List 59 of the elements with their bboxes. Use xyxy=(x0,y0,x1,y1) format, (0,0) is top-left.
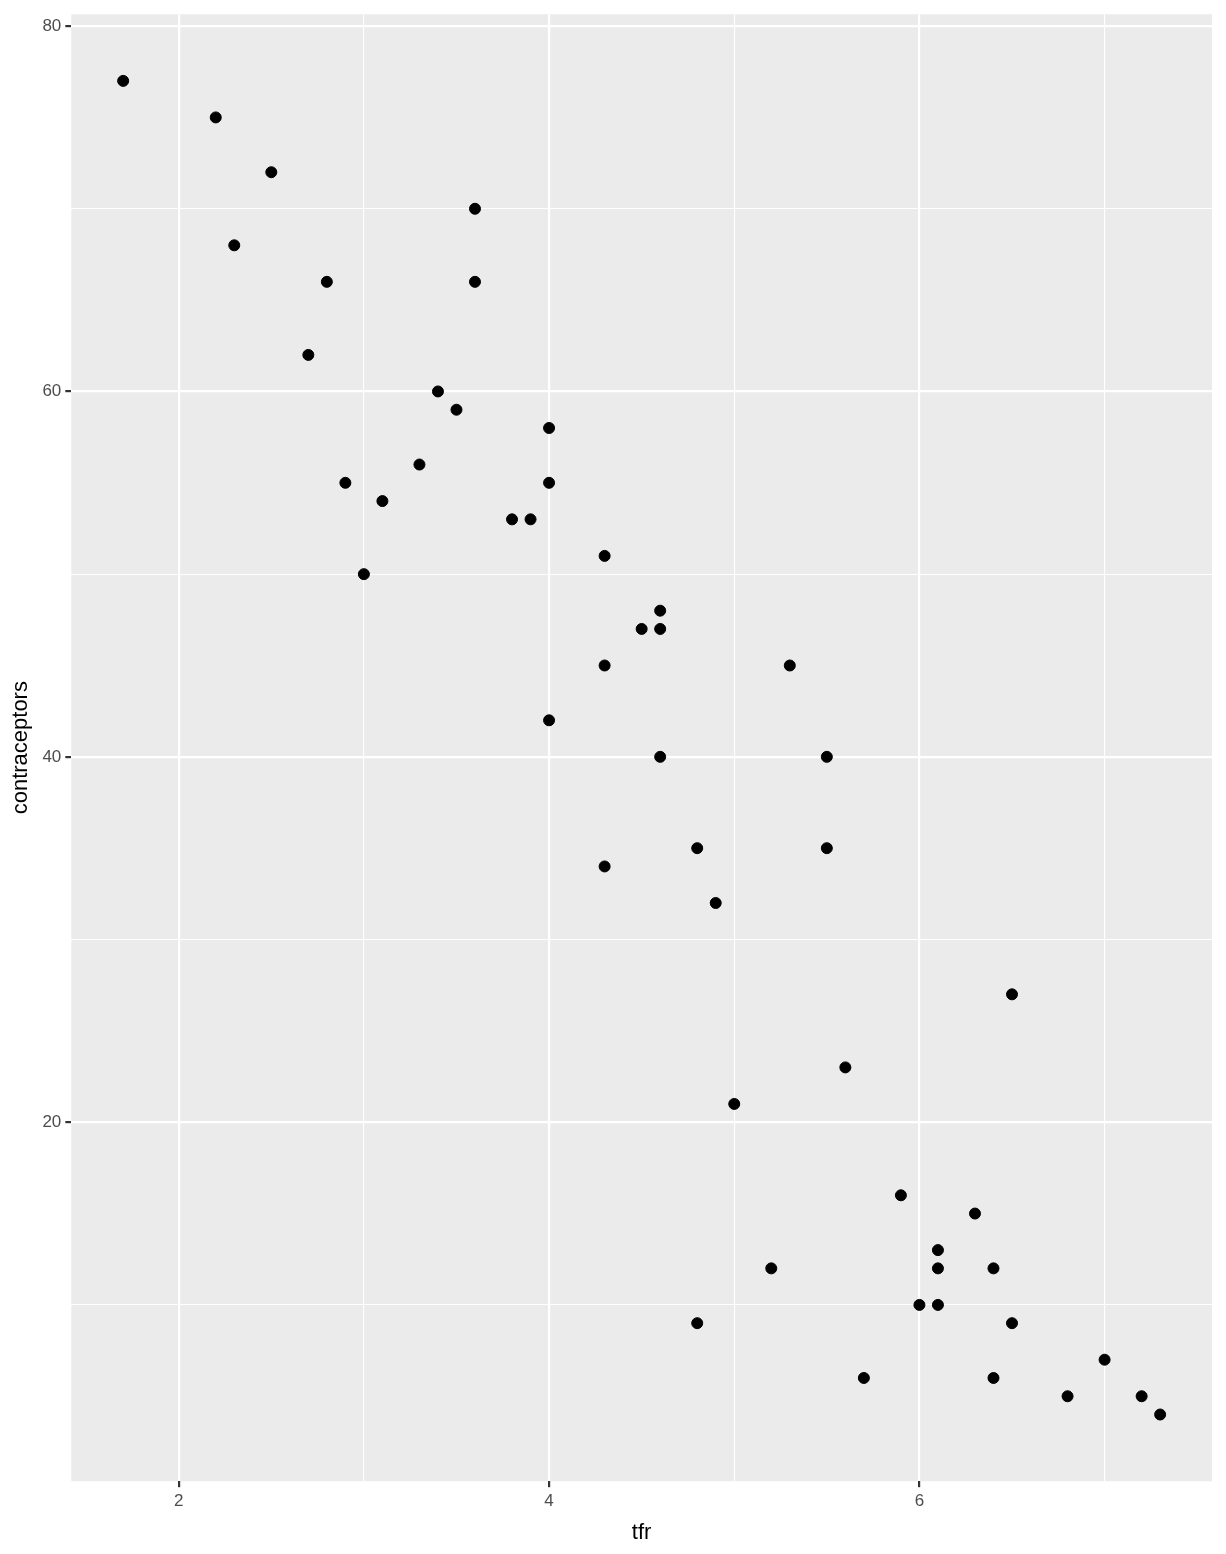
y-axis-title: contraceptors xyxy=(7,681,33,815)
point xyxy=(357,568,370,581)
point xyxy=(265,166,278,179)
point xyxy=(469,275,481,288)
point xyxy=(894,1189,907,1202)
point xyxy=(839,1061,852,1074)
point xyxy=(654,750,667,763)
point xyxy=(524,513,537,526)
point xyxy=(506,513,519,526)
point xyxy=(635,622,648,635)
point xyxy=(450,403,463,416)
point xyxy=(931,1262,944,1275)
x-tick-label: 6 xyxy=(914,1491,925,1511)
point xyxy=(857,1371,870,1384)
point xyxy=(1098,1353,1111,1366)
point xyxy=(709,896,722,909)
point xyxy=(783,659,796,672)
point xyxy=(431,385,444,398)
point xyxy=(598,659,611,672)
point xyxy=(654,604,667,617)
point xyxy=(598,860,611,873)
point xyxy=(543,714,556,727)
y-tick-label: 40 xyxy=(42,746,62,766)
point xyxy=(209,111,222,124)
point xyxy=(987,1371,1000,1384)
point xyxy=(728,1097,741,1110)
point xyxy=(376,495,389,508)
point xyxy=(765,1262,778,1275)
point xyxy=(931,1244,944,1257)
point xyxy=(820,750,833,763)
point xyxy=(413,458,426,471)
y-tick-label: 20 xyxy=(42,1111,62,1131)
point xyxy=(469,202,481,215)
point xyxy=(543,476,556,489)
point xyxy=(1135,1390,1148,1403)
point xyxy=(320,275,333,288)
point xyxy=(598,549,611,562)
point xyxy=(691,1317,704,1330)
x-axis-title: tfr xyxy=(631,1518,652,1544)
point xyxy=(302,348,315,361)
x-tick-label: 2 xyxy=(173,1491,184,1511)
point xyxy=(691,842,704,855)
y-tick-label: 60 xyxy=(42,381,62,401)
point xyxy=(1154,1408,1167,1421)
point xyxy=(228,239,241,252)
point xyxy=(913,1298,926,1311)
point xyxy=(931,1298,944,1311)
point xyxy=(339,476,352,489)
point xyxy=(1006,1317,1019,1330)
point xyxy=(1006,988,1019,1001)
y-tick-label: 80 xyxy=(42,15,62,35)
x-tick-label: 4 xyxy=(544,1491,554,1511)
point xyxy=(543,421,556,434)
point xyxy=(1061,1390,1074,1403)
point xyxy=(987,1262,1000,1275)
point xyxy=(117,74,130,87)
point xyxy=(968,1207,981,1220)
point xyxy=(820,842,833,855)
point xyxy=(654,622,667,635)
